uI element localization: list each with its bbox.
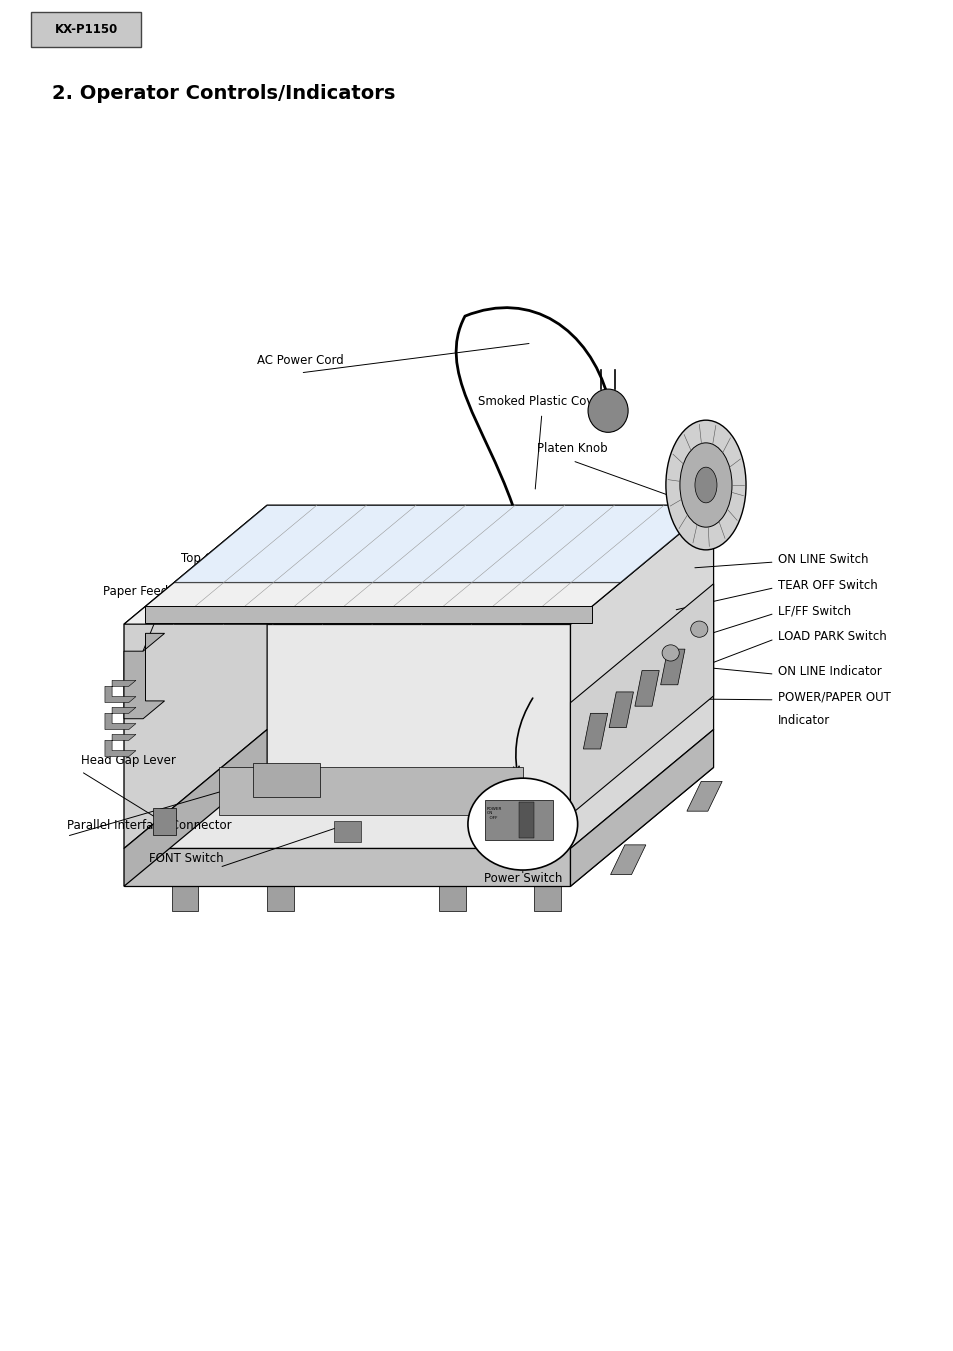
Ellipse shape <box>587 389 627 432</box>
Text: LF/FF Switch: LF/FF Switch <box>777 604 850 617</box>
Polygon shape <box>253 763 319 797</box>
Polygon shape <box>659 648 684 685</box>
Text: 2. Operator Controls/Indicators: 2. Operator Controls/Indicators <box>52 84 395 103</box>
Polygon shape <box>334 821 360 842</box>
Polygon shape <box>124 505 267 848</box>
Ellipse shape <box>661 644 679 661</box>
Text: Smoked Plastic Cover: Smoked Plastic Cover <box>477 394 605 408</box>
Polygon shape <box>686 781 721 811</box>
Text: FONT Switch: FONT Switch <box>149 851 223 865</box>
Polygon shape <box>570 584 713 815</box>
Polygon shape <box>570 505 713 848</box>
Polygon shape <box>145 607 591 623</box>
Ellipse shape <box>694 467 717 503</box>
Polygon shape <box>124 624 570 848</box>
Polygon shape <box>219 767 522 815</box>
Polygon shape <box>610 844 645 874</box>
Text: Power Switch: Power Switch <box>483 871 561 885</box>
Polygon shape <box>124 848 570 886</box>
Polygon shape <box>105 735 135 757</box>
Polygon shape <box>172 886 198 911</box>
Polygon shape <box>124 634 165 719</box>
Text: KX-P1150: KX-P1150 <box>54 23 118 36</box>
Text: POWER/PAPER OUT: POWER/PAPER OUT <box>777 690 889 704</box>
Text: ON LINE Switch: ON LINE Switch <box>777 553 867 566</box>
Polygon shape <box>105 708 135 730</box>
Polygon shape <box>173 505 713 582</box>
Polygon shape <box>484 800 553 840</box>
Text: POWER
ON
  OFF: POWER ON OFF <box>486 807 501 820</box>
Polygon shape <box>267 886 294 911</box>
Polygon shape <box>124 730 267 886</box>
FancyBboxPatch shape <box>31 12 141 47</box>
Polygon shape <box>582 713 607 748</box>
Polygon shape <box>152 808 176 835</box>
Ellipse shape <box>690 621 707 638</box>
Polygon shape <box>635 670 659 707</box>
Polygon shape <box>124 505 713 624</box>
Text: Paper Feed Selector: Paper Feed Selector <box>103 585 221 598</box>
Ellipse shape <box>665 420 745 550</box>
Text: Indicator: Indicator <box>777 713 829 727</box>
Ellipse shape <box>467 778 578 870</box>
Text: Parallel Interface Connector: Parallel Interface Connector <box>67 819 232 832</box>
Text: AC Power Cord: AC Power Cord <box>257 354 343 367</box>
Polygon shape <box>105 681 135 703</box>
Polygon shape <box>570 730 713 886</box>
Polygon shape <box>518 802 534 838</box>
Text: Top Cover: Top Cover <box>180 551 239 565</box>
Text: LOAD PARK Switch: LOAD PARK Switch <box>777 630 885 643</box>
Text: Platen Knob: Platen Knob <box>537 442 607 455</box>
Polygon shape <box>438 886 465 911</box>
Ellipse shape <box>679 443 731 527</box>
Text: ON LINE Indicator: ON LINE Indicator <box>777 665 881 678</box>
Polygon shape <box>608 692 633 728</box>
Text: TEAR OFF Switch: TEAR OFF Switch <box>777 578 877 592</box>
Polygon shape <box>534 886 560 911</box>
Polygon shape <box>124 767 713 886</box>
Text: Head Gap Lever: Head Gap Lever <box>81 754 175 767</box>
